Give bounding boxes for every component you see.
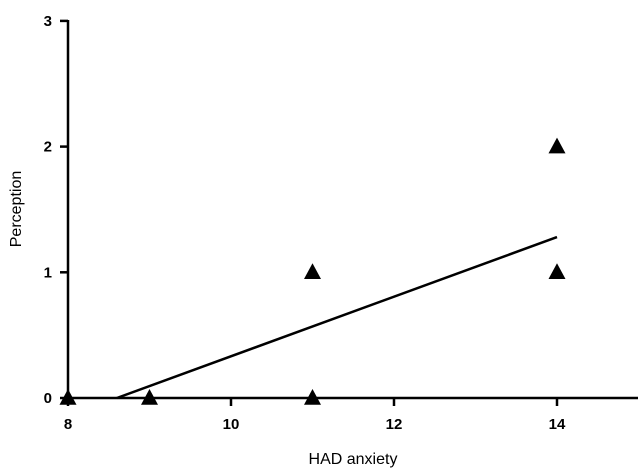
data-point-triangle bbox=[548, 137, 566, 154]
plot-area bbox=[59, 137, 566, 405]
x-axis-label: HAD anxiety bbox=[309, 451, 398, 468]
data-point-triangle bbox=[304, 389, 321, 405]
x-ticks: 8 10 12 14 bbox=[64, 398, 566, 433]
x-tick-label: 14 bbox=[549, 416, 566, 433]
x-tick-label: 10 bbox=[223, 416, 240, 433]
y-tick-label: 2 bbox=[44, 139, 52, 156]
y-ticks: 0 1 2 3 bbox=[44, 13, 68, 407]
y-axis-label: Perception bbox=[8, 171, 25, 248]
data-point-triangle bbox=[304, 263, 321, 280]
data-point-triangle bbox=[548, 263, 566, 280]
data-point-triangle bbox=[59, 389, 77, 405]
y-tick-label: 3 bbox=[44, 13, 52, 30]
y-tick-label: 0 bbox=[44, 390, 52, 407]
regression-line bbox=[116, 235, 558, 400]
y-tick-label: 1 bbox=[44, 264, 52, 281]
x-tick-label: 12 bbox=[386, 416, 403, 433]
x-tick-label: 8 bbox=[64, 416, 72, 433]
data-point-triangle bbox=[141, 389, 158, 405]
